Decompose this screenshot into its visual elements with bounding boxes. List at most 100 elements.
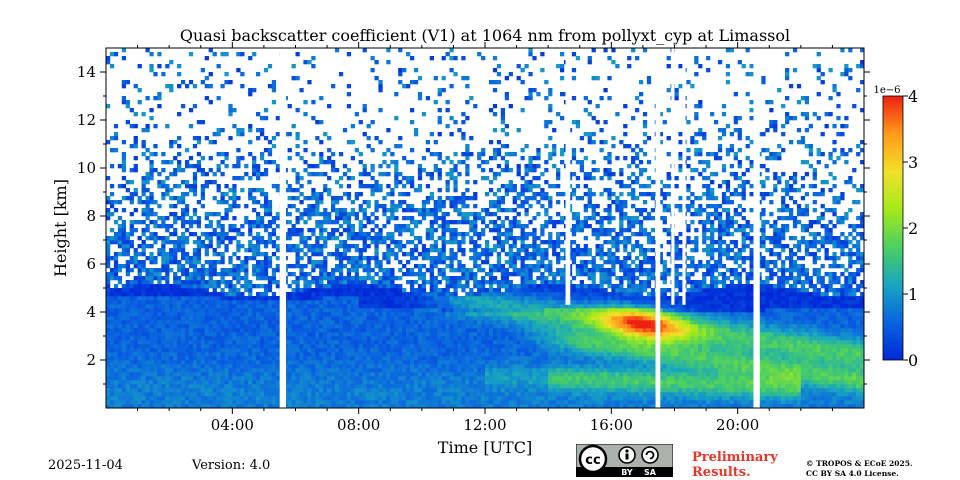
heatmap-cell — [141, 396, 146, 401]
heatmap-cell — [398, 352, 403, 357]
heatmap-cell — [165, 284, 170, 289]
heatmap-cell — [338, 372, 344, 377]
heatmap-cell — [437, 344, 442, 349]
heatmap-cell — [275, 324, 281, 329]
heatmap-cell — [409, 228, 415, 233]
heatmap-cell — [469, 304, 474, 309]
heatmap-cell — [137, 244, 142, 249]
heatmap-cell — [433, 360, 438, 365]
heatmap-cell — [216, 220, 221, 225]
heatmap-cell — [338, 392, 344, 397]
heatmap-cell — [429, 256, 434, 261]
heatmap-cell — [413, 308, 419, 313]
heatmap-cell — [334, 268, 340, 273]
heatmap-cell — [228, 320, 233, 325]
heatmap-cell — [449, 392, 454, 397]
heatmap-cell — [224, 404, 229, 409]
heatmap-cell — [188, 356, 194, 361]
heatmap-cell — [188, 80, 194, 85]
heatmap-cell — [441, 256, 446, 261]
heatmap-cell — [492, 400, 498, 405]
heatmap-cell — [362, 276, 367, 281]
heatmap-cell — [327, 348, 332, 353]
heatmap-cell — [477, 380, 482, 385]
heatmap-cell — [188, 388, 194, 393]
heatmap-cell — [457, 208, 462, 213]
heatmap-cell — [267, 344, 273, 349]
heatmap-cell — [244, 256, 249, 261]
heatmap-cell — [149, 116, 154, 121]
heatmap-cell — [240, 400, 245, 405]
heatmap-cell — [338, 304, 344, 309]
heatmap-cell — [173, 284, 178, 289]
heatmap-cell — [188, 272, 194, 277]
heatmap-cell — [437, 308, 442, 313]
heatmap-cell — [165, 292, 170, 297]
heatmap-cell — [370, 280, 375, 285]
heatmap-cell — [334, 316, 340, 321]
heatmap-cell — [445, 292, 450, 297]
heatmap-cell — [113, 208, 119, 213]
heatmap-cell — [382, 292, 387, 297]
heatmap-cell — [252, 356, 257, 361]
heatmap-cell — [386, 244, 391, 249]
heatmap-cell — [378, 332, 383, 337]
heatmap-cell — [184, 228, 190, 233]
heatmap-cell — [315, 208, 320, 213]
heatmap-cell — [244, 300, 249, 305]
heatmap-cell — [327, 304, 332, 309]
heatmap-cell — [386, 332, 391, 337]
heatmap-cell — [469, 196, 474, 201]
heatmap-cell — [311, 400, 316, 405]
heatmap-cell — [374, 332, 379, 337]
heatmap-cell — [196, 356, 202, 361]
heatmap-cell — [346, 364, 352, 369]
heatmap-cell — [287, 244, 292, 249]
heatmap-cell — [216, 212, 221, 217]
heatmap-cell — [161, 352, 166, 357]
heatmap-cell — [461, 364, 466, 369]
heatmap-cell — [212, 232, 217, 237]
heatmap-cell — [441, 244, 446, 249]
heatmap-cell — [342, 216, 348, 221]
heatmap-cell — [374, 312, 379, 317]
heatmap-cell — [323, 188, 328, 193]
heatmap-cell — [236, 392, 241, 397]
heatmap-cell — [465, 196, 470, 201]
heatmap-cell — [232, 352, 237, 357]
heatmap-cell — [346, 380, 352, 385]
heatmap-cell — [386, 48, 391, 53]
heatmap-cell — [263, 404, 269, 409]
heatmap-cell — [224, 352, 229, 357]
heatmap-cell — [315, 336, 320, 341]
heatmap-cell — [232, 176, 237, 181]
heatmap-cell — [342, 336, 348, 341]
heatmap-cell — [413, 244, 419, 249]
heatmap-cell — [319, 284, 324, 289]
heatmap-cell — [370, 256, 375, 261]
heatmap-cell — [109, 328, 115, 333]
heatmap-cell — [382, 356, 387, 361]
heatmap-cell — [358, 320, 363, 325]
heatmap-cell — [461, 360, 466, 365]
heatmap-cell — [113, 316, 119, 321]
heatmap-cell — [374, 316, 379, 321]
heatmap-cell — [354, 380, 359, 385]
heatmap-cell — [106, 320, 111, 325]
heatmap-cell — [485, 256, 490, 261]
heatmap-cell — [117, 332, 123, 337]
heatmap-cell — [256, 340, 261, 345]
heatmap-cell — [370, 276, 375, 281]
heatmap-cell — [386, 208, 391, 213]
heatmap-cell — [303, 404, 308, 409]
heatmap-cell — [358, 404, 363, 409]
heatmap-cell — [248, 400, 253, 405]
heatmap-cell — [157, 236, 162, 241]
heatmap-cell — [390, 200, 395, 205]
heatmap-cell — [378, 368, 383, 373]
heatmap-cell — [220, 312, 225, 317]
heatmap-cell — [165, 352, 170, 357]
heatmap-cell — [374, 340, 379, 345]
heatmap-cell — [208, 156, 213, 161]
heatmap-cell — [133, 372, 138, 377]
